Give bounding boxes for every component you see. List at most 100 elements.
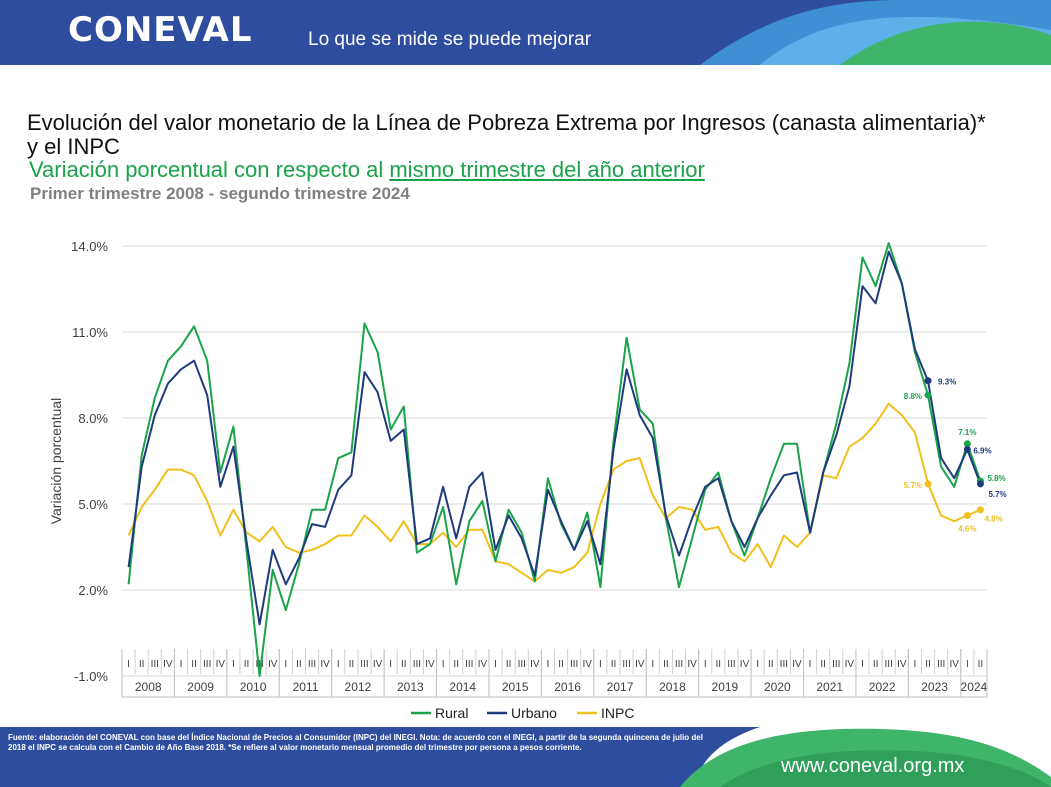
data-label: 8.8% [904,392,922,401]
quarter-label: I [337,659,340,670]
quarter-label: IV [583,659,593,670]
year-label: 2017 [607,680,634,694]
quarter-label: I [861,659,864,670]
year-label: 2010 [240,680,267,694]
year-label: 2009 [187,680,214,694]
quarter-label: III [832,659,840,670]
series-line-rural [127,242,982,677]
series-line-urbano [127,250,982,626]
data-point-marker [976,506,984,514]
data-label: 4.6% [958,524,976,533]
quarter-label: I [599,659,602,670]
data-label: 5.7% [904,481,922,490]
quarter-label: II [401,659,407,670]
subtitle-text: Variación porcentual con respecto al [29,157,390,182]
series-line-inpc [127,402,981,583]
quarter-label: I [180,659,183,670]
quarter-label: III [727,659,735,670]
quarter-label: II [978,659,984,670]
quarter-label: I [809,659,812,670]
website-link[interactable]: www.coneval.org.mx [781,755,965,777]
y-tick-label: -1.0% [74,669,108,684]
quarter-label: II [820,659,826,670]
footer-background [0,727,1051,787]
footer-notes: Fuente: elaboración del CONEVAL con base… [8,733,703,752]
quarter-label: I [704,659,707,670]
chart-title: Evolución del valor monetario de la Líne… [27,110,986,159]
quarter-label: III [308,659,316,670]
chart-subtitle: Variación porcentual con respecto al mis… [29,157,705,183]
year-label: 2008 [135,680,162,694]
quarter-label: I [547,659,550,670]
line-chart: 14.0% 11.0% 8.0% 5.0% 2.0% -1.0% Variación por… [48,239,1007,721]
quarter-label: I [127,659,130,670]
year-label: 2019 [712,680,739,694]
year-label: 2013 [397,680,424,694]
quarter-label: III [465,659,473,670]
quarter-label: I [232,659,235,670]
data-point-marker [963,446,971,454]
quarter-label: IV [530,659,540,670]
quarter-label: II [925,659,931,670]
quarter-label: IV [373,659,383,670]
quarter-label: II [453,659,459,670]
quarter-label: I [442,659,445,670]
legend-entry: Rural [435,705,468,721]
quarter-label: II [191,659,197,670]
quarter-label: IV [635,659,645,670]
quarter-label: II [716,659,722,670]
quarter-label: III [675,659,683,670]
quarter-label: III [780,659,788,670]
quarter-label: I [651,659,654,670]
quarter-label: II [768,659,774,670]
year-label: 2014 [449,680,476,694]
data-label: 9.3% [938,378,956,387]
quarter-label: III [360,659,368,670]
data-label: 5.7% [988,490,1006,499]
quarter-label: II [506,659,512,670]
data-point-marker [963,511,971,519]
y-tick-label: 14.0% [71,239,108,254]
data-label: 6.9% [973,447,991,456]
y-tick-label: 11.0% [72,325,108,340]
quarter-label: III [937,659,945,670]
coneval-logo: CONEVAL [68,10,253,50]
quarter-label: I [284,659,287,670]
data-point-marker [924,480,932,488]
quarter-label: IV [320,659,330,670]
quarter-label: IV [268,659,278,670]
quarter-label: I [494,659,497,670]
y-tick-label: 5.0% [78,497,108,512]
year-label: 2016 [554,680,581,694]
data-point-marker [963,440,971,448]
quarter-label: II [139,659,145,670]
quarter-label: IV [687,659,697,670]
quarter-label: II [558,659,564,670]
year-label: 2022 [869,680,896,694]
year-label: 2020 [764,680,791,694]
quarter-label: III [203,659,211,670]
year-label: 2021 [816,680,843,694]
quarter-label: II [244,659,250,670]
data-point-marker [924,391,932,399]
quarter-label: II [663,659,669,670]
y-tick-label: 2.0% [78,583,108,598]
quarter-label: III [518,659,526,670]
quarter-label: IV [163,659,173,670]
quarter-label: I [966,659,969,670]
quarter-label: III [151,659,159,670]
slogan: Lo que se mide se puede mejorar [308,29,592,50]
y-axis-label: Variación porcentual [48,398,64,525]
subtitle-underlined: mismo trimestre del año anterior [389,157,705,182]
quarter-label: III [622,659,630,670]
data-label: 4.8% [984,515,1002,524]
year-label: 2012 [345,680,372,694]
quarter-label: III [413,659,421,670]
quarter-label: I [756,659,759,670]
quarter-label: IV [740,659,750,670]
quarter-label: IV [792,659,802,670]
year-label: 2024 [961,680,988,694]
year-label: 2011 [293,680,319,694]
quarter-label: I [914,659,917,670]
data-label: 7.1% [958,428,976,437]
